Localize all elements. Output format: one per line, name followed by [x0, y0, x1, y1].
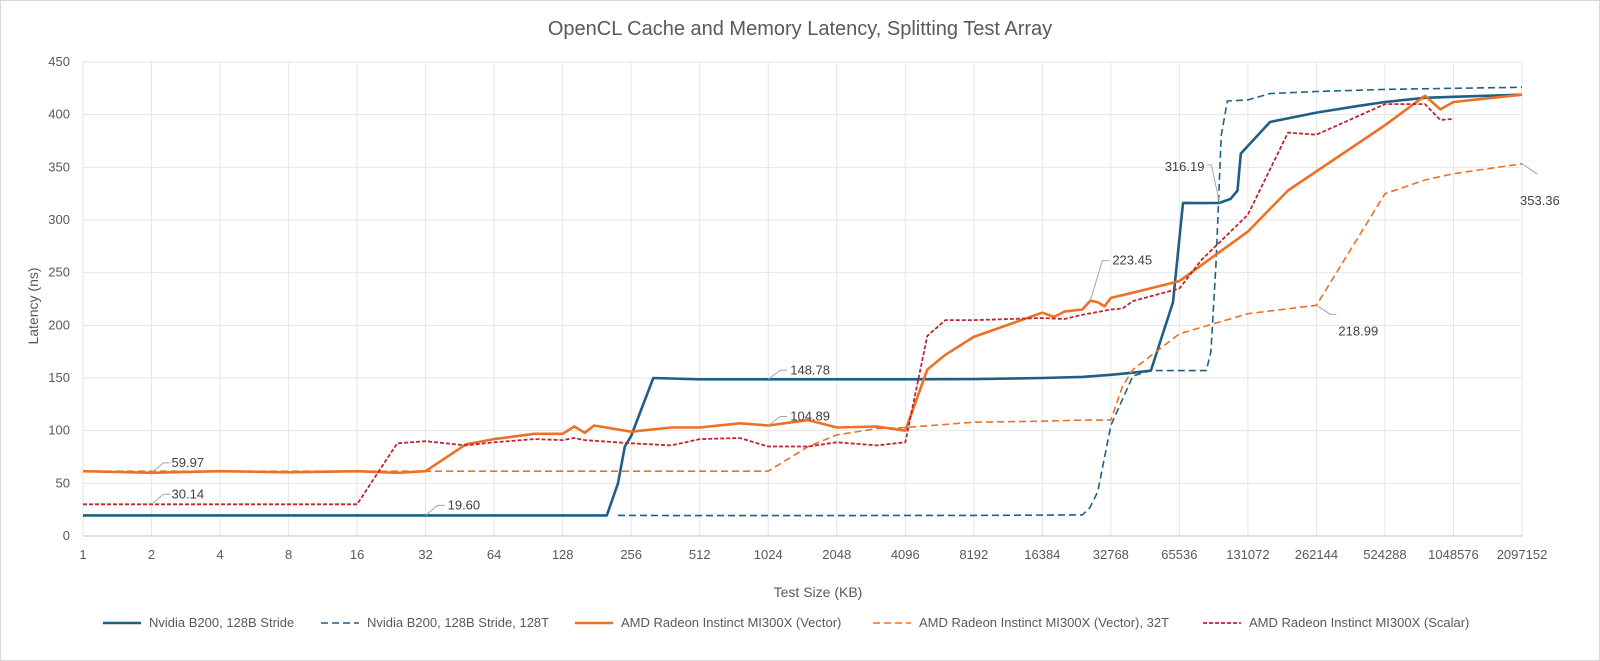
- x-tick-label: 128: [552, 547, 574, 562]
- x-tick-label: 16384: [1024, 547, 1060, 562]
- x-tick-label: 65536: [1161, 547, 1197, 562]
- tick-labels: 1 2 4 8 16 32 64 128 256 512 1024 2048 4096 8192 16384…: [48, 54, 1547, 562]
- data-label-leader: [1521, 163, 1538, 175]
- series-lines: [82, 86, 1523, 517]
- x-tick-label: 2048: [822, 547, 851, 562]
- y-tick-label: 0: [63, 528, 70, 543]
- data-label-leader: [1089, 260, 1110, 301]
- data-label: 353.36: [1520, 193, 1560, 208]
- y-tick-label: 150: [48, 370, 70, 385]
- y-tick-label: 50: [56, 475, 70, 490]
- y-tick-label: 350: [48, 159, 70, 174]
- data-label: 30.14: [172, 486, 205, 501]
- x-tick-label: 256: [620, 547, 642, 562]
- data-label-leader: [767, 369, 788, 380]
- data-label-leader: [1316, 304, 1337, 315]
- y-tick-label: 300: [48, 212, 70, 227]
- y-tick-label: 100: [48, 423, 70, 438]
- data-label: 59.97: [172, 455, 205, 470]
- data-label-leader: [767, 416, 788, 426]
- x-tick-label: 8192: [959, 547, 988, 562]
- x-tick-label: 64: [487, 547, 501, 562]
- x-tick-label: 4096: [891, 547, 920, 562]
- series-line-2: [617, 86, 1523, 517]
- x-tick-label: 524288: [1363, 547, 1406, 562]
- legend-label-2: Nvidia B200, 128B Stride, 128T: [367, 615, 549, 630]
- y-tick-label: 250: [48, 265, 70, 280]
- y-axis-title: Latency (ns): [25, 267, 41, 344]
- series-line-1: [83, 93, 1523, 517]
- data-labels: 59.97 30.14 19.60 148.78 104.89 223.45 316.19 2…: [151, 159, 1560, 516]
- x-tick-label: 4: [216, 547, 223, 562]
- legend-label-4: AMD Radeon Instinct MI300X (Vector), 32T: [919, 615, 1169, 630]
- x-tick-label: 2: [148, 547, 155, 562]
- x-tick-label: 262144: [1295, 547, 1338, 562]
- x-tick-label: 2097152: [1497, 547, 1548, 562]
- data-label-leader: [1206, 164, 1220, 204]
- data-label: 316.19: [1165, 159, 1205, 174]
- y-tick-label: 450: [48, 54, 70, 69]
- x-tick-label: 1: [79, 547, 86, 562]
- x-tick-label: 512: [689, 547, 711, 562]
- x-axis-title: Test Size (KB): [774, 584, 863, 600]
- data-label-leader: [151, 493, 171, 505]
- x-tick-label: 1048576: [1428, 547, 1479, 562]
- x-tick-label: 131072: [1226, 547, 1269, 562]
- x-tick-label: 32: [418, 547, 432, 562]
- x-tick-label: 32768: [1093, 547, 1129, 562]
- data-label-leader: [151, 462, 171, 474]
- y-tick-label: 200: [48, 317, 70, 332]
- gridlines: [82, 61, 1523, 537]
- data-label: 19.60: [448, 497, 481, 512]
- legend: Nvidia B200, 128B Stride Nvidia B200, 128…: [103, 615, 1469, 630]
- series-line-5: [83, 103, 1454, 506]
- data-label: 104.89: [790, 409, 830, 424]
- data-label-leader: [425, 504, 445, 516]
- series-line-4: [83, 163, 1523, 472]
- data-label: 223.45: [1112, 253, 1152, 268]
- legend-label-1: Nvidia B200, 128B Stride: [149, 615, 294, 630]
- chart-title: OpenCL Cache and Memory Latency, Splitti…: [548, 18, 1052, 40]
- series-line-3: [82, 93, 1523, 475]
- y-tick-label: 400: [48, 107, 70, 122]
- data-label: 148.78: [790, 362, 830, 377]
- legend-label-5: AMD Radeon Instinct MI300X (Scalar): [1249, 615, 1469, 630]
- x-tick-label: 16: [350, 547, 364, 562]
- x-tick-label: 8: [285, 547, 292, 562]
- x-tick-label: 1024: [754, 547, 783, 562]
- data-label: 218.99: [1338, 323, 1378, 338]
- legend-label-3: AMD Radeon Instinct MI300X (Vector): [621, 615, 841, 630]
